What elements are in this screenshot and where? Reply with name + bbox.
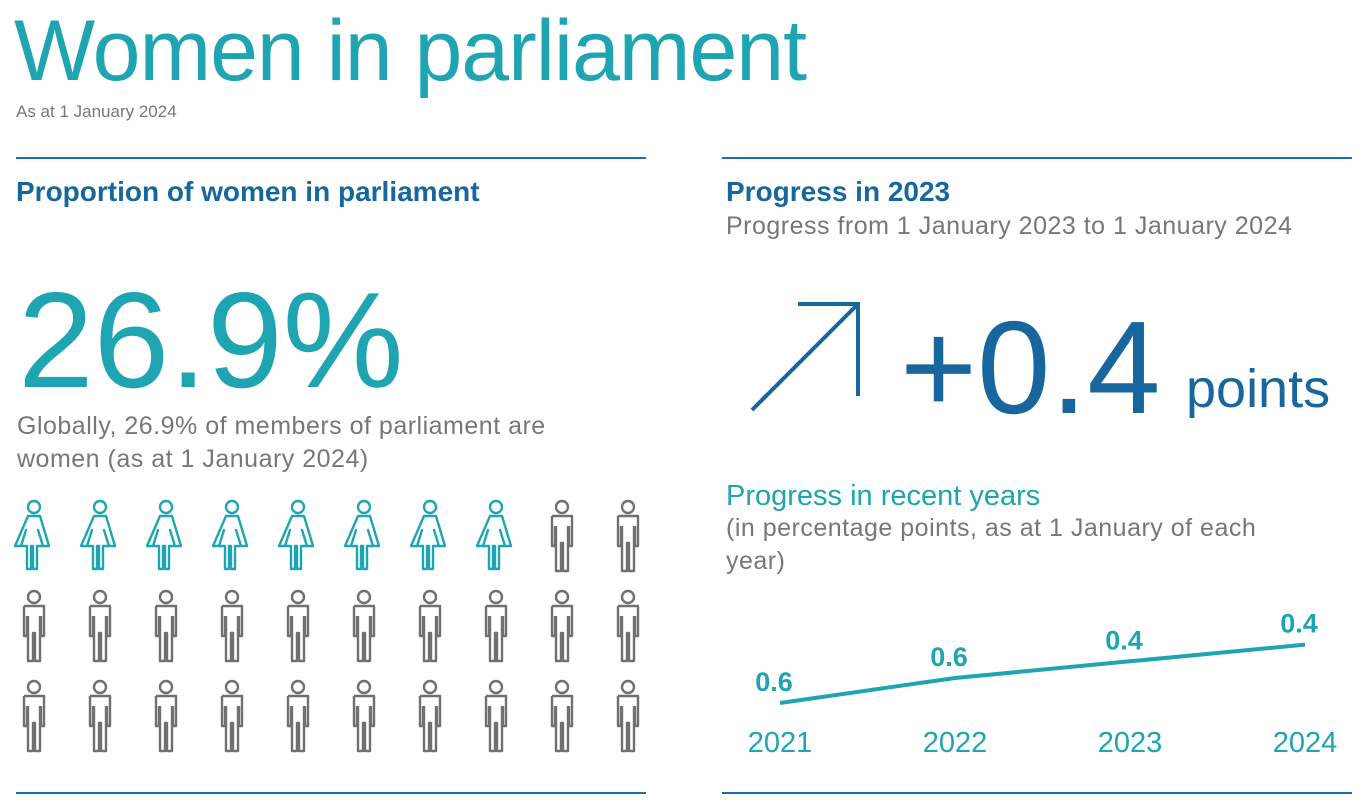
man-icon [550, 589, 574, 663]
man-icon [418, 679, 442, 753]
man-icon [550, 499, 574, 573]
man-icon [154, 679, 178, 753]
man-icon [286, 679, 310, 753]
divider [16, 792, 646, 794]
man-icon [88, 589, 112, 663]
arrow-icon [750, 302, 860, 412]
line [779, 642, 1306, 705]
man-icon [154, 589, 178, 663]
man-icon [484, 589, 508, 663]
divider [16, 157, 646, 159]
data-label: 0.6 [755, 667, 793, 697]
section-subheading: Progress from 1 January 2023 to 1 Januar… [726, 212, 1293, 240]
woman-icon [145, 499, 183, 571]
subtitle: As at 1 January 2024 [16, 102, 177, 121]
note: (in percentage points, as at 1 January o… [726, 514, 1257, 542]
description: Globally, 26.9% of members of parliament… [17, 412, 546, 440]
woman-icon [79, 499, 117, 571]
divider [722, 792, 1352, 794]
big-value: 26.9% [18, 264, 404, 416]
woman-icon [277, 499, 315, 571]
change-unit: points [1186, 359, 1331, 419]
data-label: 0.4 [1105, 625, 1143, 655]
section-heading: Progress in recent years [726, 480, 1041, 512]
data-label: 0.6 [930, 642, 968, 672]
x-tick-label: 2024 [1273, 727, 1338, 759]
section-heading: Proportion of women in parliament [16, 176, 480, 207]
man-icon [616, 499, 640, 573]
divider [722, 157, 1352, 159]
change-value: +0.4 [900, 294, 1161, 441]
man-icon [220, 679, 244, 753]
x-tick-label: 2021 [748, 727, 813, 759]
man-icon [220, 589, 244, 663]
man-icon [88, 679, 112, 753]
woman-icon [13, 499, 51, 571]
page-title: Women in parliament [14, 3, 807, 99]
section-heading: Progress in 2023 [726, 176, 951, 207]
x-tick-label: 2022 [923, 727, 988, 759]
man-icon [352, 589, 376, 663]
man-icon [22, 679, 46, 753]
man-icon [418, 589, 442, 663]
note: year) [726, 547, 786, 575]
woman-icon [343, 499, 381, 571]
man-icon [616, 679, 640, 753]
man-icon [484, 679, 508, 753]
woman-icon [475, 499, 513, 571]
man-icon [550, 679, 574, 753]
woman-icon [211, 499, 249, 571]
description: women (as at 1 January 2024) [17, 445, 369, 473]
data-label: 0.4 [1280, 609, 1318, 639]
man-icon [616, 589, 640, 663]
man-icon [286, 589, 310, 663]
man-icon [22, 589, 46, 663]
woman-icon [409, 499, 447, 571]
man-icon [352, 679, 376, 753]
x-tick-label: 2023 [1098, 727, 1163, 759]
